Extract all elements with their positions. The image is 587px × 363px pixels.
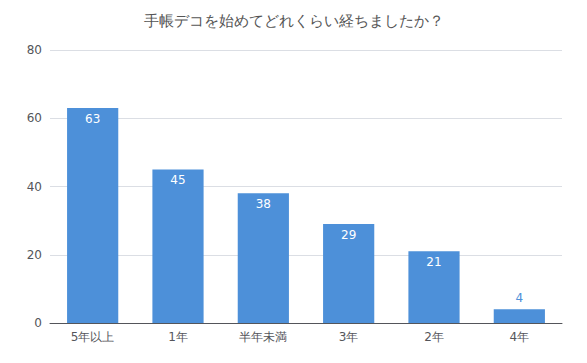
svg-text:63: 63: [85, 112, 100, 126]
svg-text:2年: 2年: [424, 330, 444, 344]
svg-text:4年: 4年: [510, 330, 530, 344]
svg-text:60: 60: [27, 111, 42, 125]
svg-text:4: 4: [516, 291, 524, 305]
svg-text:45: 45: [170, 173, 185, 187]
svg-text:3年: 3年: [339, 330, 359, 344]
svg-text:29: 29: [341, 228, 356, 242]
svg-text:1年: 1年: [168, 330, 188, 344]
svg-text:80: 80: [27, 43, 42, 57]
svg-text:5年以上: 5年以上: [71, 330, 115, 344]
svg-text:40: 40: [27, 180, 42, 194]
svg-text:38: 38: [256, 197, 271, 211]
svg-text:21: 21: [426, 255, 441, 269]
svg-text:20: 20: [27, 248, 42, 262]
svg-text:手帳デコを始めてどれくらい経ちましたか？: 手帳デコを始めてどれくらい経ちましたか？: [144, 12, 444, 30]
svg-text:0: 0: [34, 316, 42, 330]
svg-text:半年未満: 半年未満: [239, 330, 287, 344]
